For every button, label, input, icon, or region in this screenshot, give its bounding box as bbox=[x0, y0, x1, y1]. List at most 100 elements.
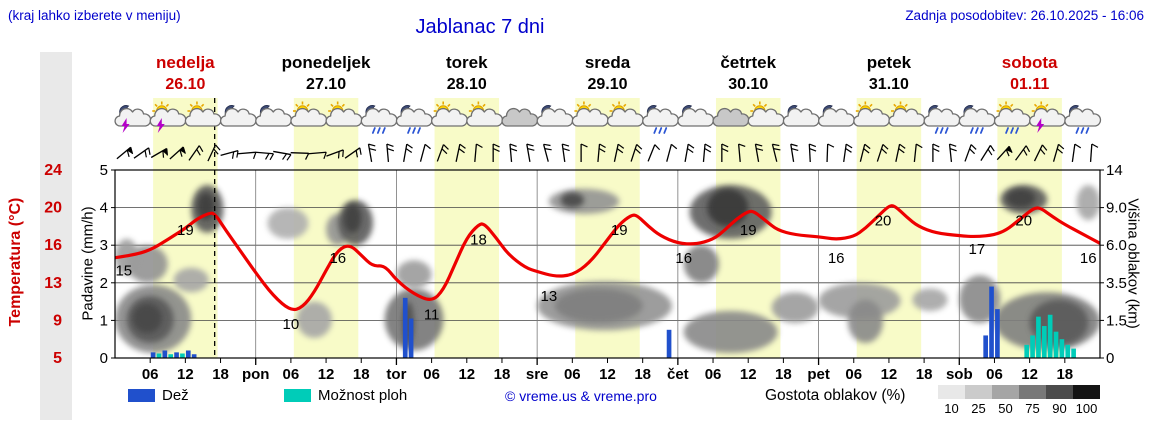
svg-text:5: 5 bbox=[53, 350, 62, 367]
density-tick: 10 bbox=[944, 401, 959, 416]
svg-text:20: 20 bbox=[44, 200, 62, 217]
svg-text:pet: pet bbox=[807, 366, 830, 383]
temperature-axis-strip bbox=[40, 52, 72, 420]
svg-text:16: 16 bbox=[329, 250, 346, 267]
density-cell bbox=[938, 385, 965, 399]
svg-text:06: 06 bbox=[423, 366, 440, 383]
svg-text:19: 19 bbox=[177, 222, 194, 239]
svg-text:06: 06 bbox=[986, 366, 1003, 383]
svg-text:18: 18 bbox=[916, 366, 933, 383]
cloud-density-legend-label: Gostota oblakov (%) bbox=[765, 387, 906, 404]
svg-text:27.10: 27.10 bbox=[306, 76, 346, 93]
svg-text:0: 0 bbox=[1106, 350, 1114, 367]
weather-icon bbox=[290, 101, 328, 127]
weather-icon bbox=[431, 101, 468, 127]
svg-text:17: 17 bbox=[969, 241, 986, 258]
svg-text:24: 24 bbox=[44, 162, 62, 179]
rain-swatch bbox=[128, 389, 155, 402]
svg-text:sreda: sreda bbox=[585, 53, 631, 72]
rain-legend-label: Dež bbox=[162, 387, 189, 404]
svg-text:13: 13 bbox=[44, 275, 62, 292]
svg-text:26.10: 26.10 bbox=[165, 76, 205, 93]
precip-axis-ticks: 5 4 3 2 1 0 bbox=[100, 162, 108, 367]
x-axis-labels: 06 12 18 06 12 18 pon 06 12 18 tor 06 12 18 sre 06 12 18 č… bbox=[142, 358, 1073, 383]
showers-legend-label: Možnost ploh bbox=[318, 387, 408, 404]
svg-text:čet: čet bbox=[667, 366, 689, 383]
temperature-value-labels: 15 19 10 16 11 18 13 19 16 19 16 20 17 20 16 bbox=[115, 213, 1096, 333]
weather-icons bbox=[114, 101, 1102, 134]
svg-text:16: 16 bbox=[675, 250, 692, 267]
svg-text:18: 18 bbox=[470, 231, 487, 248]
weather-icon bbox=[114, 105, 152, 133]
density-cell bbox=[1019, 385, 1046, 399]
svg-text:20: 20 bbox=[875, 213, 892, 230]
svg-text:12: 12 bbox=[177, 366, 194, 383]
svg-text:16: 16 bbox=[828, 250, 845, 267]
weather-icon bbox=[888, 101, 926, 127]
svg-text:sre: sre bbox=[526, 366, 549, 383]
svg-text:0: 0 bbox=[100, 350, 108, 367]
weather-icon bbox=[501, 108, 539, 127]
svg-text:16: 16 bbox=[1080, 250, 1097, 267]
svg-text:18: 18 bbox=[634, 366, 651, 383]
weather-icon bbox=[642, 105, 679, 134]
svg-text:18: 18 bbox=[1056, 366, 1073, 383]
svg-text:18: 18 bbox=[212, 366, 229, 383]
svg-text:12: 12 bbox=[599, 366, 616, 383]
weather-icon bbox=[466, 101, 504, 127]
weather-icon bbox=[606, 101, 644, 127]
weather-icon bbox=[923, 105, 961, 134]
svg-text:3.5: 3.5 bbox=[1106, 275, 1127, 292]
density-cell bbox=[965, 385, 992, 399]
svg-text:15: 15 bbox=[115, 263, 132, 280]
last-update: Zadnja posodobitev: 26.10.2025 - 16:06 bbox=[905, 8, 1144, 23]
svg-text:pon: pon bbox=[242, 366, 270, 383]
svg-text:06: 06 bbox=[564, 366, 581, 383]
svg-text:13: 13 bbox=[541, 288, 558, 305]
weather-icon bbox=[1064, 105, 1102, 134]
svg-text:6.0: 6.0 bbox=[1106, 237, 1127, 254]
svg-text:18: 18 bbox=[775, 366, 792, 383]
weather-icon bbox=[325, 101, 363, 127]
svg-text:5: 5 bbox=[100, 162, 108, 179]
cloud-density-scale bbox=[938, 385, 1100, 399]
svg-text:19: 19 bbox=[740, 222, 757, 239]
location-hint: (kraj lahko izberete v meniju) bbox=[8, 8, 181, 23]
page-title: Jablanac 7 dni bbox=[415, 16, 545, 38]
weather-icon bbox=[360, 105, 398, 134]
svg-text:3: 3 bbox=[100, 237, 108, 254]
svg-text:petek: petek bbox=[867, 53, 912, 72]
day-headers: nedelja 26.10 ponedeljek 27.10 torek 28.10 sre… bbox=[156, 53, 1058, 93]
cloud-density-scale-ticks: 10 25 50 75 90 100 bbox=[938, 401, 1100, 416]
weather-icon bbox=[818, 105, 855, 127]
svg-text:torek: torek bbox=[446, 53, 488, 72]
svg-text:2: 2 bbox=[100, 275, 108, 292]
density-tick: 25 bbox=[971, 401, 986, 416]
weather-icon bbox=[571, 101, 609, 127]
weather-icon bbox=[677, 105, 715, 127]
weather-icon bbox=[149, 101, 187, 133]
cloud-axis-ticks: 14 9.0 6.0 3.5 1.5 0 bbox=[1106, 162, 1127, 367]
svg-text:11: 11 bbox=[424, 307, 440, 324]
svg-text:tor: tor bbox=[386, 366, 406, 383]
weather-icon bbox=[395, 105, 433, 134]
svg-text:06: 06 bbox=[283, 366, 300, 383]
weather-icon bbox=[993, 101, 1031, 134]
weather-icon bbox=[219, 105, 257, 127]
svg-text:1: 1 bbox=[100, 312, 108, 329]
svg-text:četrtek: četrtek bbox=[720, 53, 776, 72]
svg-text:sobota: sobota bbox=[1002, 53, 1058, 72]
svg-text:20: 20 bbox=[1015, 213, 1032, 230]
svg-text:18: 18 bbox=[494, 366, 511, 383]
svg-text:06: 06 bbox=[705, 366, 722, 383]
svg-text:9: 9 bbox=[53, 312, 62, 329]
svg-text:sob: sob bbox=[946, 366, 973, 383]
weather-icon bbox=[782, 105, 820, 127]
svg-text:18: 18 bbox=[353, 366, 370, 383]
svg-text:ponedeljek: ponedeljek bbox=[282, 53, 371, 72]
svg-text:01.11: 01.11 bbox=[1010, 76, 1049, 93]
weather-icon bbox=[853, 101, 891, 127]
svg-text:12: 12 bbox=[881, 366, 898, 383]
wind-barbs bbox=[116, 143, 1099, 163]
cloud-areas bbox=[115, 185, 1100, 353]
